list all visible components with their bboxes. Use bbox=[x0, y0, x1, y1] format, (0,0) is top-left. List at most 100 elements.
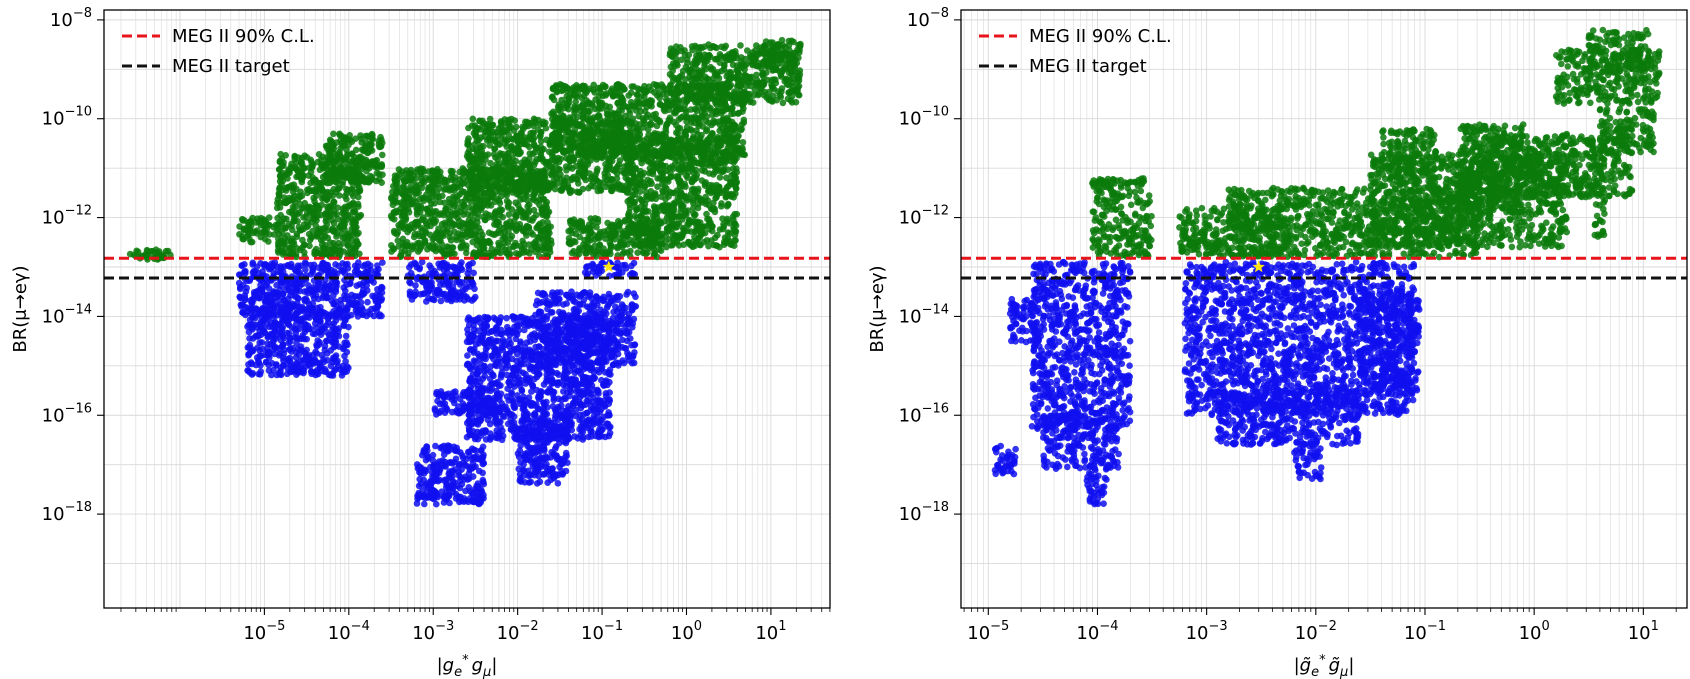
excluded-point bbox=[291, 215, 298, 223]
excluded-point bbox=[559, 180, 567, 188]
excluded-point bbox=[547, 237, 555, 244]
excluded-point bbox=[392, 178, 399, 185]
excluded-point bbox=[744, 77, 751, 84]
excluded-point bbox=[480, 238, 488, 246]
excluded-point bbox=[126, 250, 134, 258]
excluded-point bbox=[670, 77, 677, 84]
excluded-point bbox=[474, 178, 482, 186]
excluded-point bbox=[393, 199, 400, 206]
excluded-point bbox=[395, 184, 403, 192]
excluded-point bbox=[418, 184, 426, 192]
excluded-point bbox=[304, 222, 312, 229]
excluded-point bbox=[532, 248, 539, 256]
excluded-point bbox=[713, 166, 721, 173]
excluded-point bbox=[422, 229, 430, 237]
excluded-point bbox=[595, 104, 603, 112]
excluded-point bbox=[555, 154, 562, 162]
excluded-point bbox=[711, 140, 718, 147]
excluded-point bbox=[408, 200, 416, 208]
excluded-point bbox=[288, 241, 296, 248]
excluded-point bbox=[367, 172, 374, 180]
excluded-point bbox=[627, 158, 635, 166]
excluded-point bbox=[495, 227, 503, 234]
excluded-point bbox=[432, 178, 440, 185]
excluded-point bbox=[694, 137, 701, 145]
excluded-point bbox=[412, 221, 420, 228]
excluded-point bbox=[553, 88, 561, 96]
excluded-point bbox=[627, 179, 635, 186]
excluded-point bbox=[641, 107, 649, 115]
excluded-point bbox=[479, 123, 486, 130]
excluded-point bbox=[786, 47, 793, 54]
excluded-point bbox=[486, 115, 494, 123]
excluded-point bbox=[505, 211, 513, 218]
excluded-point bbox=[574, 113, 581, 121]
excluded-point bbox=[673, 49, 680, 57]
excluded-point bbox=[575, 189, 583, 196]
excluded-point bbox=[662, 122, 670, 130]
excluded-point bbox=[246, 226, 254, 233]
excluded-point bbox=[737, 126, 745, 134]
excluded-point bbox=[665, 227, 672, 234]
excluded-point bbox=[483, 166, 490, 173]
excluded-point bbox=[416, 195, 424, 203]
excluded-point bbox=[625, 189, 632, 196]
excluded-point bbox=[682, 183, 689, 190]
excluded-point bbox=[288, 235, 296, 242]
excluded-point bbox=[352, 146, 360, 154]
excluded-point bbox=[678, 162, 685, 170]
excluded-point bbox=[345, 248, 353, 256]
excluded-point bbox=[373, 170, 381, 177]
excluded-point bbox=[710, 205, 717, 212]
excluded-point bbox=[327, 239, 334, 246]
excluded-point bbox=[596, 99, 604, 106]
excluded-point bbox=[403, 241, 411, 249]
excluded-point bbox=[760, 91, 768, 99]
excluded-point bbox=[753, 42, 760, 49]
excluded-point bbox=[502, 170, 509, 178]
excluded-point bbox=[463, 249, 470, 257]
excluded-point bbox=[349, 186, 356, 193]
excluded-point bbox=[656, 101, 664, 108]
excluded-point bbox=[310, 194, 317, 202]
excluded-point bbox=[491, 136, 499, 143]
excluded-point bbox=[739, 108, 746, 115]
excluded-point bbox=[469, 115, 477, 123]
excluded-point bbox=[737, 58, 745, 65]
excluded-point bbox=[613, 85, 621, 93]
excluded-point bbox=[367, 140, 374, 147]
excluded-point bbox=[571, 144, 579, 151]
excluded-point bbox=[483, 137, 491, 144]
excluded-point bbox=[604, 226, 612, 234]
excluded-point bbox=[340, 248, 347, 255]
excluded-point bbox=[293, 230, 301, 238]
excluded-point bbox=[355, 193, 362, 201]
excluded-point bbox=[330, 130, 337, 138]
excluded-point bbox=[573, 82, 580, 89]
excluded-point bbox=[451, 187, 458, 194]
excluded-point bbox=[451, 228, 458, 235]
excluded-point bbox=[276, 178, 284, 185]
excluded-point bbox=[457, 235, 465, 243]
excluded-point bbox=[239, 217, 246, 224]
excluded-point bbox=[642, 188, 650, 196]
excluded-point bbox=[463, 221, 471, 228]
excluded-point bbox=[339, 178, 347, 186]
excluded-point bbox=[579, 85, 587, 92]
excluded-point bbox=[588, 129, 596, 136]
excluded-point bbox=[319, 244, 326, 252]
excluded-point bbox=[607, 148, 615, 155]
excluded-point bbox=[657, 247, 665, 254]
excluded-point bbox=[724, 145, 731, 152]
excluded-point bbox=[613, 175, 621, 182]
excluded-point bbox=[650, 218, 657, 226]
excluded-point bbox=[795, 91, 803, 99]
excluded-point bbox=[275, 235, 282, 243]
excluded-point bbox=[699, 144, 707, 152]
excluded-point bbox=[416, 208, 424, 216]
excluded-point bbox=[686, 218, 693, 225]
excluded-point bbox=[298, 158, 305, 165]
excluded-point bbox=[673, 121, 680, 129]
excluded-point bbox=[720, 238, 728, 246]
excluded-point bbox=[365, 161, 372, 169]
